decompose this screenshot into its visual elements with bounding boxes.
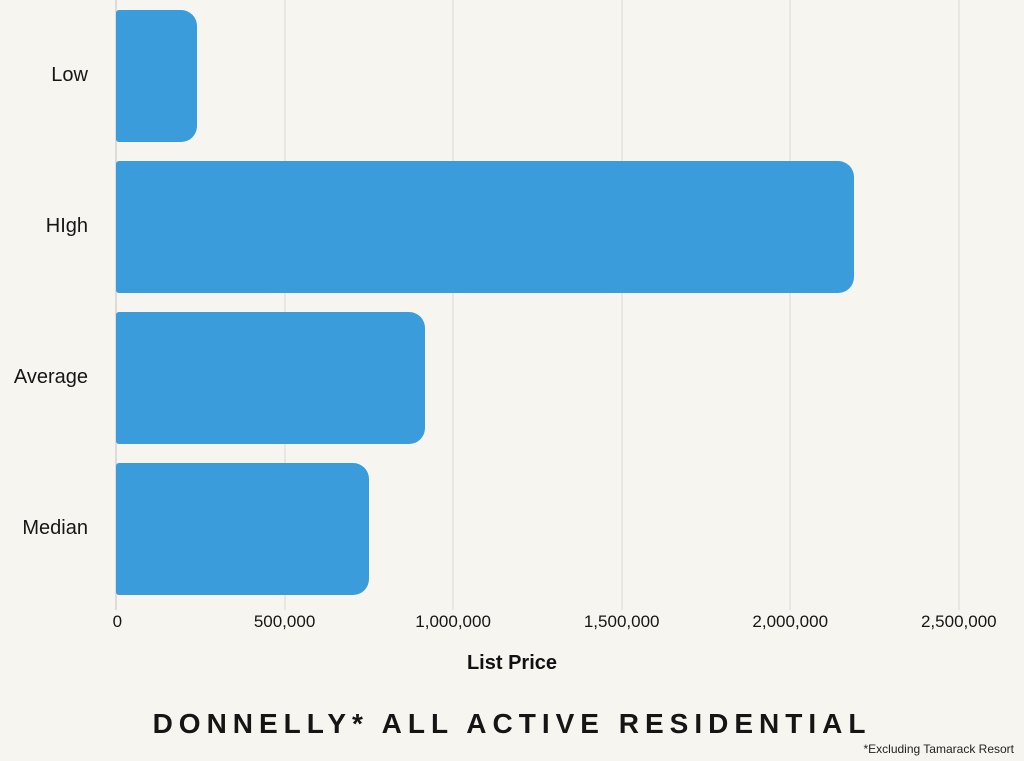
- bar-high: [116, 160, 855, 293]
- gridline: [452, 0, 454, 610]
- bar-row-median: [116, 453, 1006, 604]
- x-tick-label: 1,500,000: [583, 612, 660, 631]
- x-tick-label: 1,000,000: [415, 612, 491, 631]
- x-tick-label: 500,000: [253, 612, 316, 631]
- x-axis-ticks: 0 500,000 1,000,000 1,500,000 2,000,000 2,500…: [112, 612, 1006, 636]
- x-tick-label: 0: [112, 612, 123, 631]
- plot-area: [115, 0, 1006, 610]
- x-tick-label: 2,000,000: [752, 612, 829, 631]
- x-axis-label: List Price: [466, 652, 558, 674]
- bars-layer: [116, 0, 1006, 604]
- bar-row-low: [116, 0, 1006, 151]
- bar-average: [116, 311, 426, 444]
- y-axis-label-low: Low: [51, 64, 88, 86]
- bar-median: [116, 462, 369, 595]
- chart-title: DONNELLY* ALL ACTIVE RESIDENTIAL: [152, 708, 872, 739]
- gridline: [621, 0, 623, 610]
- gridline: [284, 0, 286, 610]
- gridlines: [115, 0, 1006, 610]
- footnote: *Excluding Tamarack Resort: [863, 742, 1014, 756]
- gridline: [958, 0, 960, 610]
- gridline: [789, 0, 791, 610]
- y-axis-labels: Low HIgh Average Median: [0, 0, 104, 604]
- y-axis-label-average: Average: [13, 366, 88, 388]
- y-axis-line: [115, 0, 117, 610]
- x-tick-label: 2,500,000: [920, 612, 997, 631]
- bar-low: [116, 9, 197, 142]
- y-axis-label-high: HIgh: [45, 215, 88, 237]
- bar-row-high: [116, 151, 1006, 302]
- bar-row-average: [116, 302, 1006, 453]
- y-axis-label-median: Median: [22, 517, 88, 539]
